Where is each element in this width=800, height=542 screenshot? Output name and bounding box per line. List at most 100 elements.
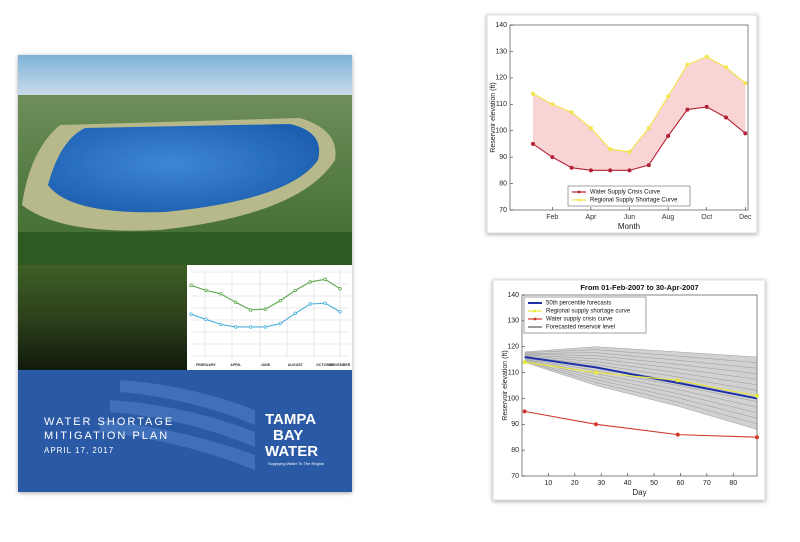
point (263, 325, 268, 329)
photo-sky (18, 55, 352, 95)
point (627, 149, 632, 154)
legend-label: 50th percentile forecasts (546, 301, 611, 307)
y-tick-label: 120 (495, 75, 507, 82)
point (293, 288, 297, 293)
series-line (524, 361, 758, 397)
cover-title: MITIGATION PLAN (44, 430, 169, 442)
x-tick-label: 80 (729, 480, 737, 487)
point (219, 322, 223, 327)
x-tick-label: Apr (585, 214, 597, 221)
x-tick-label: Dec (739, 214, 752, 221)
x-axis-label: Day (632, 488, 646, 497)
series-line (524, 410, 758, 438)
mini-chart-bg (188, 265, 352, 370)
point (550, 102, 555, 107)
forecast-trace (524, 352, 758, 369)
logo-text: WATER (265, 443, 318, 460)
y-tick-label: 130 (495, 48, 507, 55)
point (675, 378, 680, 383)
x-tick-label: 70 (703, 480, 711, 487)
point (569, 165, 574, 170)
x-tick-label: APRIL (230, 363, 242, 367)
point (522, 409, 527, 414)
point (569, 110, 574, 115)
x-tick-label: 60 (677, 480, 685, 487)
point (685, 62, 690, 67)
point (338, 309, 342, 314)
point (323, 277, 327, 282)
y-tick-label: 70 (511, 473, 519, 480)
y-tick-label: 110 (496, 101, 507, 108)
y-tick-label: 130 (507, 318, 519, 325)
point (308, 302, 312, 306)
point (531, 141, 536, 146)
point (293, 311, 297, 316)
y-tick-label: 90 (499, 154, 507, 161)
x-tick-label: AUGUST (288, 363, 304, 367)
point (646, 126, 651, 131)
series-line (532, 106, 746, 171)
point (743, 131, 748, 136)
legend-marker (577, 190, 581, 194)
y-axis-label: Reservoir elevation (ft) (490, 82, 497, 152)
cover-title: WATER SHORTAGE (44, 416, 174, 428)
point (308, 280, 312, 284)
point (646, 163, 651, 168)
x-tick-label: 20 (571, 480, 579, 487)
x-tick-label: 50 (650, 480, 658, 487)
x-tick-label: JUNE (261, 363, 271, 367)
forecast-trace (524, 359, 758, 413)
legend-label: Water Supply Crisis Curve (590, 190, 661, 196)
x-tick-label: Jun (624, 214, 635, 221)
forecast-trace (524, 361, 758, 425)
point (608, 147, 613, 152)
point (531, 91, 536, 96)
legend-marker (577, 198, 581, 202)
fill-between (533, 56, 746, 171)
mini-chart-grid (191, 270, 350, 358)
point (685, 107, 690, 112)
point (724, 65, 729, 70)
series-line (524, 356, 758, 400)
y-tick-label: 140 (507, 292, 519, 299)
point (248, 325, 253, 329)
point (704, 54, 709, 59)
forecast-trace (524, 356, 758, 391)
point (593, 370, 598, 375)
chart-title: From 01-Feb-2007 to 30-Apr-2007 (580, 283, 698, 292)
point (219, 292, 223, 296)
point (248, 308, 253, 312)
point (522, 360, 527, 365)
forecast-trace (524, 362, 758, 430)
point (724, 115, 729, 120)
forecast-trace (524, 346, 758, 358)
point (278, 298, 283, 303)
x-tick-label: OCTOBER (316, 363, 334, 367)
x-tick-label: Aug (662, 214, 675, 221)
forecast-trace (524, 349, 758, 363)
point (204, 288, 208, 293)
point (338, 287, 342, 291)
point (627, 168, 632, 173)
point (755, 393, 760, 398)
point (278, 321, 283, 326)
y-tick-label: 140 (495, 22, 507, 29)
point (593, 422, 598, 427)
point (588, 126, 593, 131)
y-tick-label: 100 (495, 128, 507, 135)
y-tick-label: 100 (507, 395, 519, 402)
legend-marker (533, 309, 537, 313)
x-tick-label: 10 (545, 480, 553, 487)
point (755, 435, 760, 440)
point (588, 168, 593, 173)
logo-text: BAY (273, 427, 303, 444)
y-tick-label: 90 (511, 421, 519, 428)
forecast-trace (524, 358, 758, 402)
y-tick-label: 110 (508, 369, 519, 376)
legend-label: Forecasted reservoir level (546, 325, 615, 331)
point (675, 432, 680, 437)
x-tick-label: FEBRUARY (196, 363, 216, 367)
x-tick-label: 30 (597, 480, 605, 487)
point (233, 325, 238, 329)
